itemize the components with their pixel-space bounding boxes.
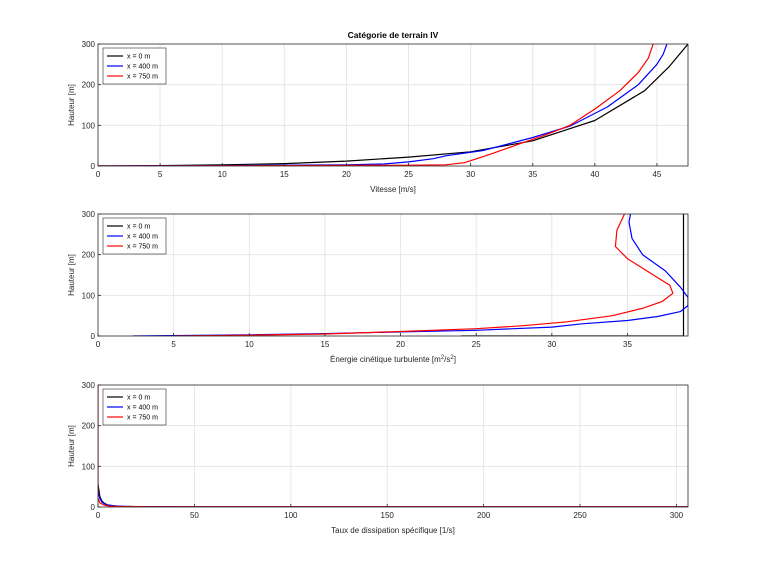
x-tick-label: 5 [171,340,176,349]
y-tick-label: 100 [82,291,96,300]
y-tick-label: 100 [82,121,96,130]
series-line-3 [98,44,654,166]
x-tick-label: 25 [404,170,413,179]
y-axis-label: Hauteur [m] [67,254,76,296]
x-tick-label: 20 [396,340,405,349]
x-tick-label: 25 [472,340,481,349]
y-tick-label: 200 [82,81,96,90]
y-axis-label: Hauteur [m] [67,425,76,467]
x-axis-label-part: ] [454,355,456,364]
y-tick-label: 200 [82,251,96,260]
x-axis-label-part: Énergie cinétique turbulente [m [330,355,441,364]
x-tick-label: 35 [623,340,632,349]
x-tick-label: 35 [528,170,537,179]
y-tick-label: 100 [82,462,96,471]
subplot-2: 0 5 10 15 20 25 30 35 0 100 200 300 Énergie cinétiqu… [67,210,689,364]
x-tick-label: 20 [342,170,351,179]
y-axis-label: Hauteur [m] [67,84,76,126]
x-tick-label: 200 [477,511,491,520]
x-tick-label: 10 [245,340,254,349]
legend-label-2: x = 400 m [127,405,158,412]
x-axis-label: Vitesse [m/s] [370,185,416,194]
y-tick-label: 300 [82,40,96,49]
legend-box [102,47,167,85]
subplot-1: 0 5 10 15 20 25 30 35 40 45 0 100 200 300 Vitesse [m/s… [67,40,689,194]
x-tick-label: 250 [573,511,587,520]
y-tick-label: 300 [82,210,96,219]
x-axis-label: Taux de dissipation spécifique [1/s] [331,526,455,535]
x-tick-label: 0 [96,511,101,520]
y-tick-label: 0 [91,503,96,512]
y-tick-label: 200 [82,422,96,431]
x-tick-label: 0 [96,340,101,349]
x-tick-label: 100 [284,511,298,520]
axes-box [97,43,689,167]
axes-box [97,213,689,337]
series-line-2 [98,44,668,166]
x-tick-label: 30 [547,340,556,349]
x-tick-label: 5 [158,170,163,179]
subplot-3: 0 50 100 150 200 250 300 0 100 200 300 Taux de diss… [67,381,689,535]
y-tick-label: 0 [91,332,96,341]
legend-label-1: x = 0 m [127,224,150,231]
x-tick-label: 50 [190,511,199,520]
legend-label-3: x = 750 m [127,74,158,81]
x-axis-label-part: /s [444,355,450,364]
x-tick-label: 40 [590,170,599,179]
y-tick-label: 0 [91,162,96,171]
chart-title: Catégorie de terrain IV [348,30,439,40]
x-tick-label: 15 [280,170,289,179]
axes-box [97,384,689,508]
x-tick-label: 45 [652,170,661,179]
series-line-3 [173,214,674,336]
legend-label-1: x = 0 m [127,54,150,61]
legend-label-2: x = 400 m [127,64,158,71]
x-tick-label: 0 [96,170,101,179]
y-tick-label: 300 [82,381,96,390]
legend: x = 0 m x = 400 m x = 750 m [102,388,167,426]
x-tick-label: 10 [218,170,227,179]
x-axis-label-superscript: 2 [450,355,454,361]
x-axis-label: Énergie cinétique turbulente [m2/s2] [330,355,456,364]
legend-label-3: x = 750 m [127,244,158,251]
legend-label-3: x = 750 m [127,415,158,422]
series-line-1 [98,44,688,166]
x-tick-label: 300 [670,511,684,520]
legend: x = 0 m x = 400 m x = 750 m [102,47,167,85]
x-axis-label-superscript: 2 [441,355,445,361]
x-tick-label: 150 [381,511,395,520]
series-line-1 [461,214,685,336]
x-tick-label: 30 [466,170,475,179]
legend-label-1: x = 0 m [127,395,150,402]
legend-label-2: x = 400 m [127,234,158,241]
x-tick-label: 15 [320,340,329,349]
legend: x = 0 m x = 400 m x = 750 m [102,217,167,255]
